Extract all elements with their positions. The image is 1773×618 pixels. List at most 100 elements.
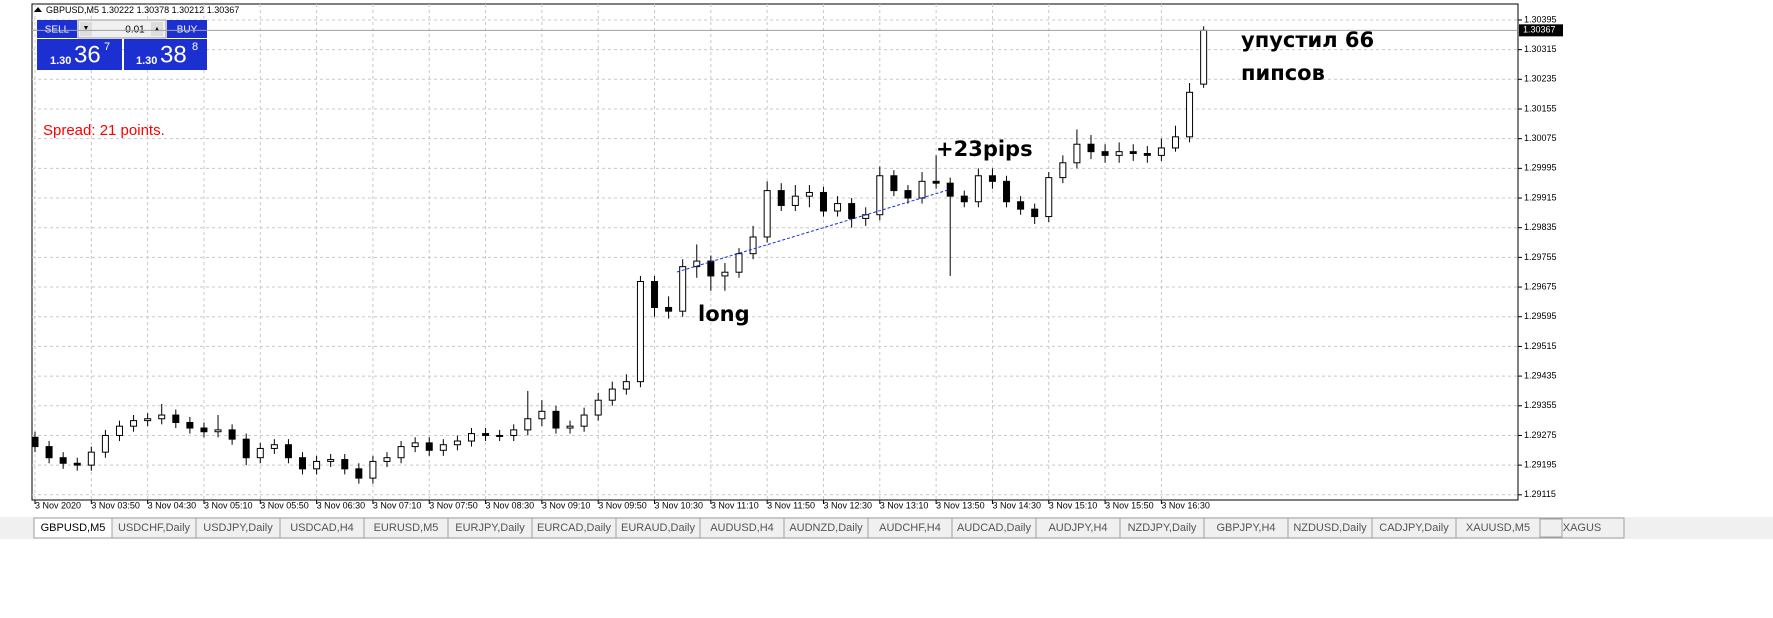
x-tick-label: 3 Nov 14:30 [992,500,1041,510]
tab-scroll[interactable] [1539,518,1563,538]
candle-body [425,442,433,451]
tab-label: EURJPY,Daily [455,522,525,534]
candle-body [101,434,109,453]
candle-body [834,203,842,212]
candle-body [130,420,138,427]
buy-price-box[interactable] [124,39,207,70]
candle-body [482,433,490,436]
candle-body [1059,162,1067,179]
candle-body [1073,143,1081,164]
ohlc-close: 1.30367 [207,5,240,15]
candle-body [580,414,588,427]
candle-body [1186,91,1194,138]
buy-pips: 38 [160,41,187,68]
buy-big: 1.30 [136,55,157,67]
x-tick-label: 3 Nov 09:50 [598,500,647,510]
candle-body [749,236,757,255]
candle-body [791,195,799,206]
candle-body [1031,208,1039,218]
x-tick-label: 3 Nov 15:50 [1105,500,1154,510]
x-tick-label: 3 Nov 08:30 [486,500,535,510]
y-tick-label: 1.29835 [1524,222,1557,232]
candle-body [651,280,659,308]
sell-big: 1.30 [50,55,71,67]
candle-body [1200,29,1208,85]
candle-body [355,468,363,479]
tab-label: EURUSD,M5 [374,522,439,534]
candle-body [45,446,53,459]
candle-body [974,175,982,203]
candle-body [932,180,940,184]
y-tick-label: 1.29355 [1524,400,1557,410]
y-tick-label: 1.30315 [1524,44,1557,54]
candle-body [946,182,954,197]
y-tick-label: 1.30395 [1524,14,1557,24]
candle-body [1003,180,1011,203]
x-tick-label: 3 Nov 05:10 [204,500,253,510]
y-tick-label: 1.29275 [1524,430,1557,440]
candle-body [284,444,292,459]
candle-body [721,271,729,277]
candle-body [87,451,95,466]
x-tick-label: 3 Nov 2020 [35,500,81,510]
candle-body [904,190,912,199]
candle-body [453,440,461,446]
candle-body [313,460,321,470]
lot-up[interactable] [151,22,163,36]
candle-body [988,175,996,182]
candle-body [242,438,250,459]
candle-body [805,191,813,197]
lot-box[interactable] [77,19,167,39]
tab-label: USDJPY,Daily [203,522,273,534]
spread-label: Spread: 21 points. [43,122,165,139]
candle-body [876,175,884,216]
tab-label: XAGUS [1563,522,1602,534]
candle-body [735,253,743,273]
candle-body [144,418,152,422]
candle-body [341,459,349,470]
candle-body [383,457,391,462]
collapse-arrow[interactable] [34,7,42,12]
candle-body [59,457,67,464]
plot-frame [31,3,1519,501]
candle-body [819,191,827,212]
candle-body [594,399,602,416]
annotation: long [698,302,750,326]
lot-down-icon: ▼ [83,25,90,32]
annotation: +23pips [936,137,1033,161]
sell-button[interactable] [37,20,77,38]
y-tick-label: 1.29915 [1524,192,1557,202]
candle-body [369,460,377,479]
buy-button[interactable] [167,20,207,38]
tab-label: USDCHF,Daily [118,522,191,534]
lot-down[interactable] [80,22,92,36]
tab-label: CADJPY,Daily [1379,522,1449,534]
candle-body [679,266,687,312]
x-tick-label: 3 Nov 07:10 [373,500,422,510]
x-tick-label: 3 Nov 07:50 [429,500,478,510]
sell-point: 7 [104,41,110,53]
candle-body [411,442,419,448]
candle-body [622,381,630,390]
tab-label: GBPJPY,H4 [1216,522,1275,534]
candle-body [608,388,616,401]
candle-body [636,280,644,383]
ohlc-open: 1.30222 [102,5,135,15]
candle-body [31,436,39,448]
candle-body [1045,177,1053,218]
candle-body [1101,151,1109,156]
tab-label: AUDJPY,H4 [1048,522,1107,534]
sell-price-box[interactable] [37,39,122,70]
candle-body [918,180,926,199]
candle-body [960,195,968,203]
candle-body [693,260,701,268]
tab-label: XAUUSD,M5 [1466,522,1530,534]
x-tick-label: 3 Nov 05:50 [260,500,309,510]
tabs: GBPUSD,M5 USDCHF,Daily USDJPY,Daily USDCAD,… [33,517,1625,539]
candle-body [439,444,447,451]
candle-body [552,410,560,429]
candle-body [524,418,532,431]
y-tick-label: 1.29675 [1524,281,1557,291]
symbol: GBPUSD,M5 [46,5,99,15]
candle-body [665,306,673,312]
